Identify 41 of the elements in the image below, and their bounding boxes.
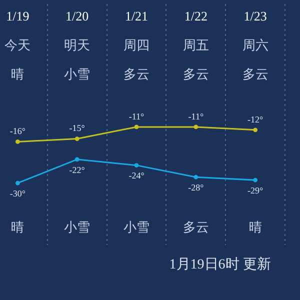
- data-label: -30°: [10, 188, 26, 198]
- data-label: -28°: [188, 182, 204, 192]
- point: [134, 163, 139, 168]
- data-label: -11°: [128, 111, 145, 122]
- text: 今天: [4, 37, 31, 52]
- x-tick-label: 1/19: [6, 8, 30, 24]
- text: 晴: [248, 219, 262, 234]
- text: 明天: [64, 37, 90, 52]
- text: 周五: [182, 37, 209, 52]
- data-label: -12°: [247, 114, 264, 124]
- point: [253, 128, 258, 132]
- text: 小雪: [64, 66, 90, 82]
- data-label: -22°: [69, 164, 86, 175]
- text: 晴: [11, 219, 24, 234]
- data-label: -29°: [247, 185, 264, 196]
- point: [134, 124, 139, 130]
- text: 多云: [124, 66, 150, 82]
- data-label: -24°: [128, 170, 145, 181]
- text: 小雪: [64, 219, 90, 234]
- point: [16, 140, 20, 144]
- point: [74, 157, 80, 162]
- text: 周四: [124, 37, 150, 52]
- text: 小雪: [124, 219, 150, 234]
- text: 多云: [242, 66, 268, 82]
- x-tick-label: 1/23: [244, 8, 267, 24]
- point: [16, 180, 20, 186]
- data-label: -11°: [188, 111, 204, 122]
- x-tick-label: 1/20: [66, 8, 89, 24]
- data-label: -16°: [10, 126, 26, 136]
- text: 晴: [11, 66, 24, 82]
- text: 1月19日6时 更新: [169, 256, 271, 273]
- point: [74, 136, 80, 141]
- x-tick-label: 1/22: [184, 8, 208, 24]
- point: [253, 178, 258, 182]
- point: [194, 174, 198, 180]
- x-tick-label: 1/21: [124, 8, 148, 24]
- point: [194, 124, 198, 130]
- text: 多云: [182, 66, 209, 82]
- text: 周六: [242, 37, 268, 52]
- data-label: -15°: [69, 123, 86, 134]
- text: 多云: [182, 219, 209, 234]
